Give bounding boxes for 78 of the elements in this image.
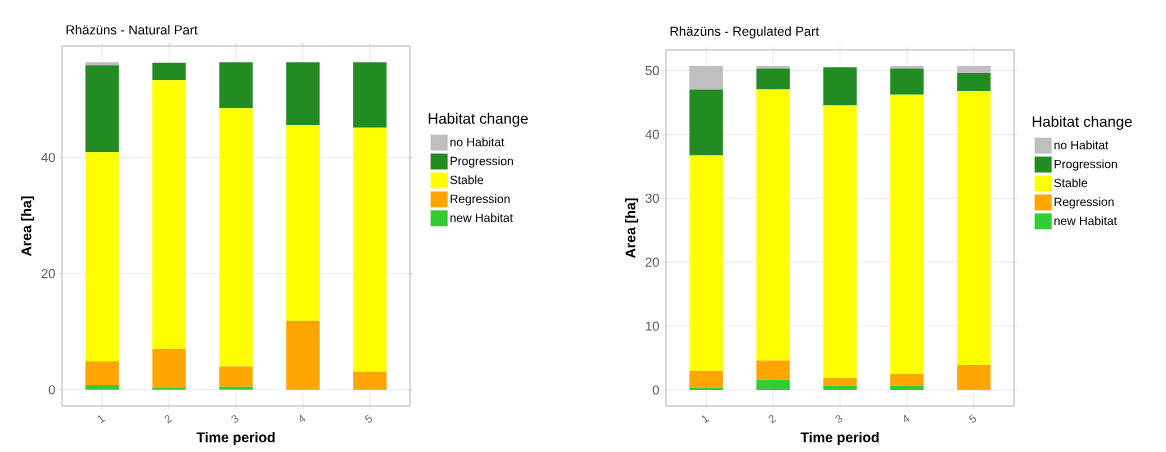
- bar: [353, 127, 387, 372]
- bar: [219, 62, 253, 109]
- legend-label: no Habitat: [1054, 140, 1109, 150]
- bar: [85, 361, 119, 386]
- bar: [689, 65, 723, 90]
- bar: [286, 320, 320, 390]
- bar: [85, 62, 119, 66]
- bar: [85, 152, 119, 362]
- y-tick-label: 40: [41, 152, 55, 163]
- chart-title: Rhäzüns - Regulated Part: [670, 26, 819, 39]
- bar: [890, 385, 924, 391]
- x-tick-label: 2: [164, 415, 173, 424]
- bar: [152, 62, 186, 81]
- legend-label: Regression: [450, 194, 510, 206]
- bar: [353, 371, 387, 390]
- x-tick-label: 5: [968, 414, 977, 423]
- bar: [286, 124, 320, 321]
- bar: [890, 65, 924, 69]
- y-tick-label: 40: [645, 129, 659, 139]
- y-tick-label: 20: [645, 257, 659, 267]
- bar: [689, 89, 723, 156]
- legend-label: Stable: [450, 175, 484, 185]
- y-tick-label: 30: [645, 193, 659, 203]
- bar: [219, 366, 253, 387]
- bar: [219, 386, 253, 390]
- legend-label: new Habitat: [1054, 216, 1117, 226]
- legend-label: Progression: [1054, 159, 1117, 171]
- bar: [353, 62, 387, 128]
- x-axis-title: Time period: [800, 431, 879, 446]
- legend-label: Progression: [450, 156, 513, 168]
- bar: [890, 68, 924, 95]
- x-tick-label: 1: [701, 415, 710, 424]
- bar: [823, 67, 857, 106]
- x-tick-label: 4: [300, 414, 306, 423]
- bar: [957, 73, 991, 91]
- bar: [689, 387, 723, 391]
- legend-label: new Habitat: [450, 213, 513, 223]
- y-axis-title: Area [ha]: [21, 196, 35, 256]
- bar: [823, 105, 857, 378]
- y-tick-label: 10: [646, 321, 659, 331]
- bar: [219, 108, 253, 367]
- bar: [756, 379, 790, 391]
- bar: [957, 90, 991, 366]
- x-tick-label: 2: [768, 415, 777, 424]
- x-tick-label: 3: [835, 415, 843, 423]
- bar: [890, 94, 924, 375]
- x-axis-title: Time period: [196, 431, 275, 446]
- legend-label: Stable: [1054, 178, 1088, 188]
- bar: [756, 65, 790, 69]
- bar: [85, 65, 119, 153]
- legend-label: no Habitat: [450, 137, 505, 147]
- bar: [152, 349, 186, 388]
- x-tick-label: 1: [97, 415, 106, 424]
- y-tick-label: 0: [652, 385, 659, 395]
- x-tick-label: 4: [904, 414, 910, 423]
- bar: [85, 385, 119, 390]
- y-tick-label: 20: [41, 269, 55, 279]
- bar: [756, 89, 790, 361]
- y-tick-label: 50: [645, 65, 659, 76]
- bar: [756, 68, 790, 90]
- x-tick-label: 3: [231, 415, 239, 423]
- bar: [286, 62, 320, 125]
- y-tick-label: 0: [48, 385, 55, 395]
- legend-title: Habitat change: [1032, 115, 1132, 130]
- bar: [957, 65, 991, 74]
- bar: [152, 80, 186, 350]
- legend-label: Regression: [1054, 197, 1114, 209]
- legend-title: Habitat change: [428, 112, 528, 127]
- bar: [957, 365, 991, 391]
- bar: [756, 360, 790, 380]
- bar: [823, 377, 857, 386]
- bar: [689, 155, 723, 371]
- y-axis-title: Area [ha]: [625, 198, 639, 258]
- bar: [890, 374, 924, 386]
- bar: [823, 385, 857, 391]
- x-tick-label: 5: [364, 414, 373, 423]
- chart-title: Rhäzüns - Natural Part: [66, 24, 198, 35]
- bar: [689, 370, 723, 388]
